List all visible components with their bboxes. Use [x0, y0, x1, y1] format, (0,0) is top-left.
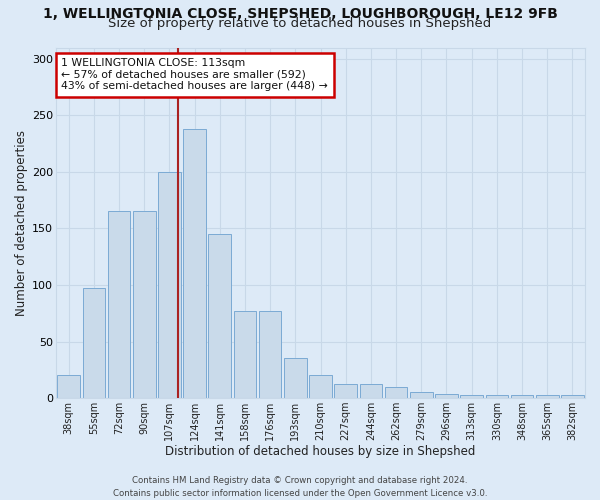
Bar: [158, 172, 181, 398]
Bar: [259, 311, 281, 398]
Bar: [536, 394, 559, 398]
Bar: [460, 394, 483, 398]
Bar: [435, 394, 458, 398]
Bar: [108, 212, 130, 398]
Text: Size of property relative to detached houses in Shepshed: Size of property relative to detached ho…: [109, 18, 491, 30]
Bar: [561, 394, 584, 398]
Bar: [385, 386, 407, 398]
Bar: [83, 288, 105, 398]
Bar: [309, 376, 332, 398]
Bar: [284, 358, 307, 398]
Bar: [208, 234, 231, 398]
Text: 1, WELLINGTONIA CLOSE, SHEPSHED, LOUGHBOROUGH, LE12 9FB: 1, WELLINGTONIA CLOSE, SHEPSHED, LOUGHBO…: [43, 8, 557, 22]
Bar: [183, 129, 206, 398]
Text: Contains HM Land Registry data © Crown copyright and database right 2024.
Contai: Contains HM Land Registry data © Crown c…: [113, 476, 487, 498]
Bar: [359, 384, 382, 398]
Bar: [511, 394, 533, 398]
Bar: [133, 212, 155, 398]
X-axis label: Distribution of detached houses by size in Shepshed: Distribution of detached houses by size …: [166, 444, 476, 458]
Y-axis label: Number of detached properties: Number of detached properties: [15, 130, 28, 316]
Bar: [58, 376, 80, 398]
Bar: [334, 384, 357, 398]
Bar: [485, 394, 508, 398]
Text: 1 WELLINGTONIA CLOSE: 113sqm
← 57% of detached houses are smaller (592)
43% of s: 1 WELLINGTONIA CLOSE: 113sqm ← 57% of de…: [61, 58, 328, 91]
Bar: [233, 311, 256, 398]
Bar: [410, 392, 433, 398]
